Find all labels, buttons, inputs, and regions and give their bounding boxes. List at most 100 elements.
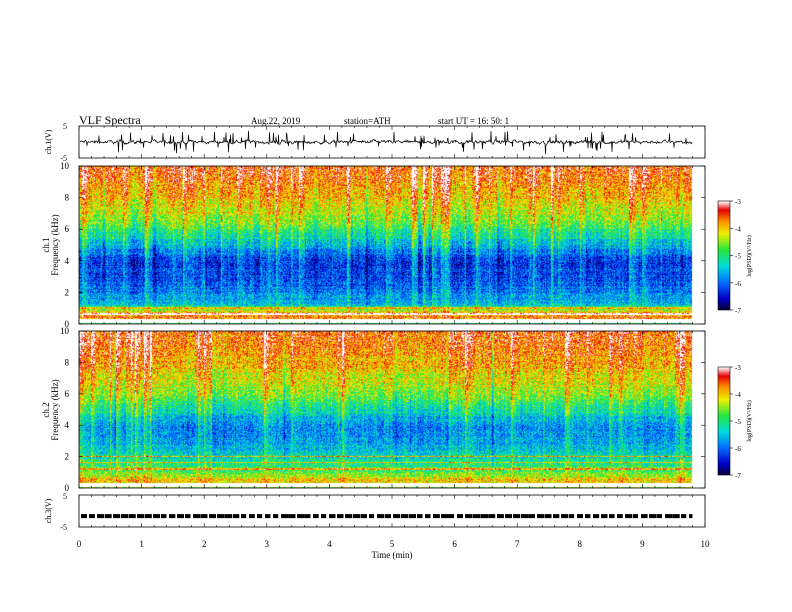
ch3-pulse <box>305 514 311 519</box>
ch3-pulse <box>273 514 279 519</box>
ch3-pulse <box>129 514 136 519</box>
frequency-tick-label: 10 <box>60 161 70 171</box>
ch3-pulse <box>561 514 569 519</box>
ch3-pulse <box>617 514 623 519</box>
ch2-colorbar-tick-labels: -3 -4 -5 -6 -7 <box>730 364 741 480</box>
time-tick-label: 5 <box>390 539 395 549</box>
ch3-pulse <box>345 514 353 519</box>
ch3-pulse <box>673 514 680 519</box>
ch3-pulse <box>689 514 693 519</box>
ch3-waveform-ticks <box>78 495 706 527</box>
ch3-pulse <box>401 514 409 519</box>
ch3-pulse <box>329 514 336 519</box>
frequency-tick-label: 4 <box>65 420 70 430</box>
ch3-pulse <box>105 514 112 519</box>
colorbar-tick-label: -3 <box>735 198 741 206</box>
ch3-pulse <box>417 514 423 519</box>
ch3-waveform-panel: 5 -5 ch.3(V) 0 1 2 3 4 5 6 7 8 9 10 Time (min) <box>44 492 710 560</box>
colorbar-tick-label: -7 <box>735 472 741 480</box>
ch2-channel-label: ch.2 <box>41 402 51 417</box>
time-tick-label: 8 <box>578 539 583 549</box>
colorbar-tick-label: -5 <box>735 253 741 261</box>
ch3-pulse <box>313 514 319 519</box>
frequency-tick-label: 0 <box>65 319 70 329</box>
ch3-pulse <box>201 514 208 519</box>
ch3-pulse <box>513 514 521 519</box>
ch3-pulse <box>385 514 392 519</box>
ch1-channel-label: ch.1 <box>41 237 51 252</box>
ch2-frequency-axis-label: Frequency (kHz) <box>50 379 60 440</box>
ch3-pulse <box>505 514 513 519</box>
ch3-pulse <box>641 514 648 519</box>
ch1-spectrogram-image <box>79 166 705 324</box>
ch2-spectrogram-image <box>79 331 705 488</box>
ch3-pulse <box>265 514 271 519</box>
ch1-waveform-trace <box>80 130 693 155</box>
ch3-pulse <box>601 514 608 519</box>
frequency-tick-label: 6 <box>65 224 70 234</box>
ch3-pulse <box>225 514 233 519</box>
time-axis-label: Time (min) <box>372 550 413 560</box>
ch1-waveform-panel: 5 -5 ch.1(V) <box>44 122 706 163</box>
colorbar-tick-label: -4 <box>735 225 741 233</box>
ch3-pulse <box>281 514 289 519</box>
ch1-spectrogram-ticks <box>78 166 706 324</box>
ch3-pulse <box>497 514 504 519</box>
frequency-tick-label: 8 <box>65 193 70 203</box>
ch3-ytick-top: 5 <box>63 492 67 501</box>
ch3-pulse <box>569 514 575 519</box>
ch3-pulse <box>473 514 481 519</box>
time-tick-label: 0 <box>77 539 82 549</box>
ch3-pulse <box>545 514 552 519</box>
colorbar-tick-label: -6 <box>735 445 741 453</box>
ch3-pulse <box>481 514 489 519</box>
frequency-tick-label: 2 <box>65 287 70 297</box>
ch3-pulse <box>657 514 663 519</box>
ch3-pulse <box>257 514 263 519</box>
ch1-y-axis-label: ch.1(V) <box>44 129 53 154</box>
ch3-pulse <box>649 514 657 519</box>
header-station: station=ATH <box>344 116 391 126</box>
time-tick-label: 2 <box>202 539 207 549</box>
ch3-pulse <box>625 514 633 519</box>
ch2-colorbar <box>718 367 730 475</box>
ch3-pulse <box>169 514 176 519</box>
frequency-tick-label: 6 <box>65 389 70 399</box>
ch1-ytick-top: 5 <box>63 122 67 131</box>
ch1-frequency-axis-label: Frequency (kHz) <box>50 214 60 275</box>
ch3-pulse <box>393 514 401 519</box>
ch3-pulse <box>113 514 121 519</box>
time-tick-label: 1 <box>139 539 144 549</box>
ch3-pulse <box>241 514 247 519</box>
time-tick-label: 10 <box>701 539 711 549</box>
ch3-pulse <box>121 514 129 519</box>
ch3-pulse <box>193 514 201 519</box>
ch3-pulse <box>537 514 545 519</box>
ch3-pulse <box>97 514 105 519</box>
ch3-pulse <box>593 514 600 519</box>
header-start-time: start UT = 16: 50: 1 <box>438 116 509 126</box>
ch2-spectrogram-ticks <box>78 331 706 488</box>
ch1-spectrogram-ytick-labels: 0 2 4 6 8 10 <box>60 161 705 329</box>
header-date: Aug.22, 2019 <box>251 116 301 126</box>
ch3-pulse <box>145 514 152 519</box>
ch2-colorbar-label: log(PSD)(V²/Hz) <box>746 400 753 441</box>
time-tick-label: 3 <box>265 539 270 549</box>
frequency-tick-label: 4 <box>65 256 70 266</box>
ch3-pulse <box>665 514 673 519</box>
ch3-pulse <box>361 514 368 519</box>
ch3-pulse <box>161 514 167 519</box>
colorbar-tick-label: -5 <box>735 418 741 426</box>
ch3-pulse <box>233 514 240 519</box>
ch3-pulse <box>409 514 417 519</box>
time-axis-tick-labels: 0 1 2 3 4 5 6 7 8 9 10 <box>77 539 710 549</box>
ch3-pulse <box>441 514 449 519</box>
ch3-pulse <box>369 514 375 519</box>
colorbar-tick-label: -3 <box>735 364 741 372</box>
time-tick-label: 6 <box>452 539 457 549</box>
ch3-pulse <box>609 514 615 519</box>
ch3-pulse <box>553 514 560 519</box>
ch3-pulse <box>209 514 217 519</box>
